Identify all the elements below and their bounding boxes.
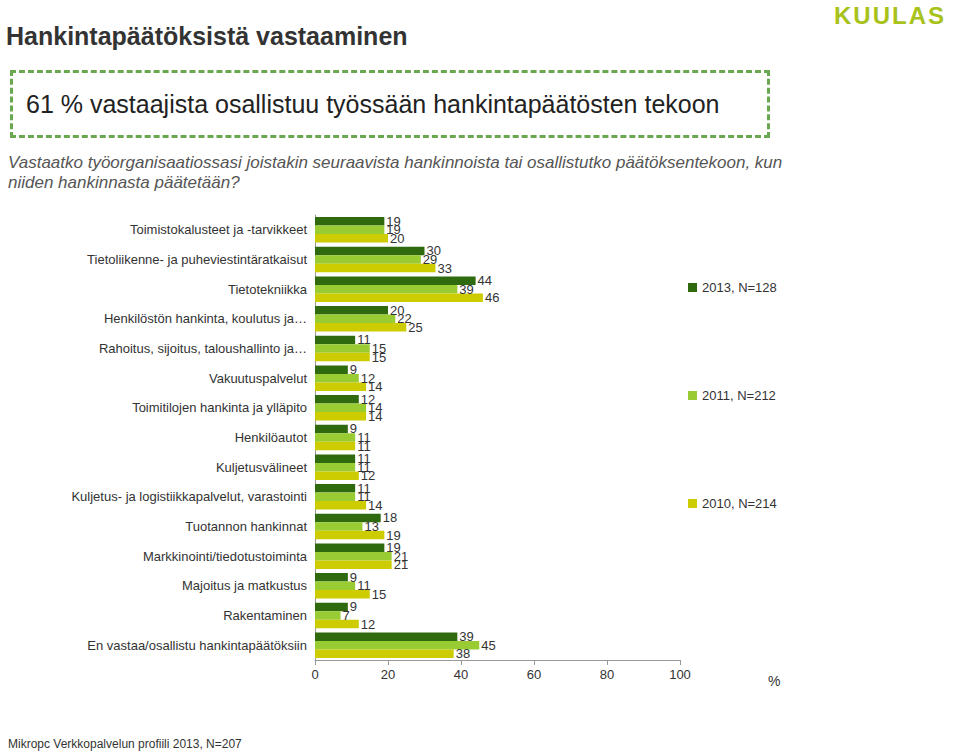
svg-text:9: 9 bbox=[350, 421, 357, 436]
svg-text:Kuljetusvälineet: Kuljetusvälineet bbox=[216, 460, 307, 475]
svg-text:Henkilöautot: Henkilöautot bbox=[235, 430, 308, 445]
html-text:Mikropc Verkkopalvelun profiil: Mikropc Verkkopalvelun profiili 2013, N=… bbox=[8, 737, 242, 751]
svg-text:80: 80 bbox=[600, 667, 614, 682]
svg-text:20: 20 bbox=[390, 231, 404, 246]
svg-text:18: 18 bbox=[383, 510, 397, 525]
svg-text:15: 15 bbox=[372, 350, 386, 365]
svg-text:Rahoitus, sijoitus, taloushall: Rahoitus, sijoitus, taloushallinto ja… bbox=[99, 341, 307, 356]
svg-text:2013, N=128: 2013, N=128 bbox=[702, 280, 777, 295]
svg-text:22: 22 bbox=[397, 311, 412, 327]
svg-text:44: 44 bbox=[478, 273, 492, 288]
svg-text:60: 60 bbox=[527, 667, 541, 682]
svg-text:25: 25 bbox=[408, 320, 422, 335]
svg-text:20: 20 bbox=[390, 302, 405, 318]
svg-text:11: 11 bbox=[357, 489, 371, 505]
svg-text:12: 12 bbox=[360, 370, 376, 386]
svg-text:14: 14 bbox=[368, 379, 382, 394]
svg-text:2011, N=212: 2011, N=212 bbox=[702, 388, 776, 403]
svg-text:0: 0 bbox=[311, 667, 318, 682]
svg-text:11: 11 bbox=[357, 459, 371, 475]
svg-text:15: 15 bbox=[371, 341, 387, 356]
svg-text:Tuotannon hankinnat: Tuotannon hankinnat bbox=[185, 519, 307, 534]
svg-text:Rakentaminen: Rakentaminen bbox=[223, 608, 307, 623]
svg-text:9: 9 bbox=[350, 570, 357, 585]
svg-text:33: 33 bbox=[437, 261, 451, 276]
svg-text:20: 20 bbox=[381, 667, 395, 682]
svg-text:%: % bbox=[768, 673, 780, 689]
svg-text:11: 11 bbox=[357, 430, 371, 445]
svg-text:19: 19 bbox=[386, 213, 401, 229]
html-text:Vastaatko työorganisaatiossasi: Vastaatko työorganisaatiossasi joistakin… bbox=[8, 153, 783, 192]
svg-text:21: 21 bbox=[394, 557, 408, 572]
svg-text:Tietotekniikka: Tietotekniikka bbox=[228, 282, 308, 297]
svg-text:15: 15 bbox=[372, 587, 386, 602]
svg-text:11: 11 bbox=[357, 578, 371, 593]
svg-text:Kuljetus- ja logistiikkapalvel: Kuljetus- ja logistiikkapalvelut, varast… bbox=[71, 489, 307, 504]
svg-text:100: 100 bbox=[669, 667, 691, 682]
svg-text:45: 45 bbox=[481, 638, 495, 653]
svg-text:En vastaa/osallistu hankintapä: En vastaa/osallistu hankintapäätöksiin bbox=[87, 638, 307, 653]
svg-text:11: 11 bbox=[357, 439, 371, 454]
svg-text:Vakuutuspalvelut: Vakuutuspalvelut bbox=[209, 371, 307, 386]
svg-text:Toimistokalusteet ja -tarvikke: Toimistokalusteet ja -tarvikkeet bbox=[130, 222, 307, 237]
svg-text:11: 11 bbox=[357, 332, 371, 347]
svg-text:9: 9 bbox=[350, 599, 357, 614]
svg-text:29: 29 bbox=[423, 252, 437, 267]
svg-text:Tietoliikenne- ja puheviestint: Tietoliikenne- ja puheviestintäratkaisut bbox=[87, 252, 307, 267]
svg-text:14: 14 bbox=[368, 498, 382, 513]
svg-text:19: 19 bbox=[386, 222, 401, 238]
svg-text:40: 40 bbox=[454, 667, 468, 682]
svg-text:Majoitus ja matkustus: Majoitus ja matkustus bbox=[182, 578, 307, 593]
svg-text:Markkinointi/tiedotustoiminta: Markkinointi/tiedotustoiminta bbox=[143, 549, 308, 564]
html-text:61 % vastaajista osallistuu ty: 61 % vastaajista osallistuu työssään han… bbox=[26, 90, 720, 118]
svg-text:12: 12 bbox=[361, 468, 375, 483]
svg-text:19: 19 bbox=[386, 528, 400, 543]
svg-text:13: 13 bbox=[364, 519, 378, 534]
svg-text:38: 38 bbox=[456, 646, 470, 661]
svg-text:7: 7 bbox=[343, 608, 350, 623]
svg-text:Henkilöstön hankinta, koulutus: Henkilöstön hankinta, koulutus ja… bbox=[104, 311, 307, 326]
svg-text:Toimitilojen hankinta ja ylläp: Toimitilojen hankinta ja ylläpito bbox=[132, 400, 307, 415]
svg-text:21: 21 bbox=[393, 548, 409, 564]
svg-text:9: 9 bbox=[350, 362, 357, 377]
svg-text:14: 14 bbox=[368, 400, 383, 416]
svg-text:12: 12 bbox=[361, 617, 375, 632]
svg-text:14: 14 bbox=[368, 409, 382, 424]
html-text:Hankintapäätöksistä vastaamine: Hankintapäätöksistä vastaaminen bbox=[6, 22, 408, 50]
svg-text:30: 30 bbox=[426, 243, 441, 259]
svg-text:46: 46 bbox=[485, 290, 499, 305]
svg-text:2010, N=214: 2010, N=214 bbox=[702, 496, 777, 511]
svg-text:39: 39 bbox=[459, 282, 473, 297]
html-text:KUULAS: KUULAS bbox=[834, 2, 946, 29]
svg-text:39: 39 bbox=[459, 629, 473, 644]
